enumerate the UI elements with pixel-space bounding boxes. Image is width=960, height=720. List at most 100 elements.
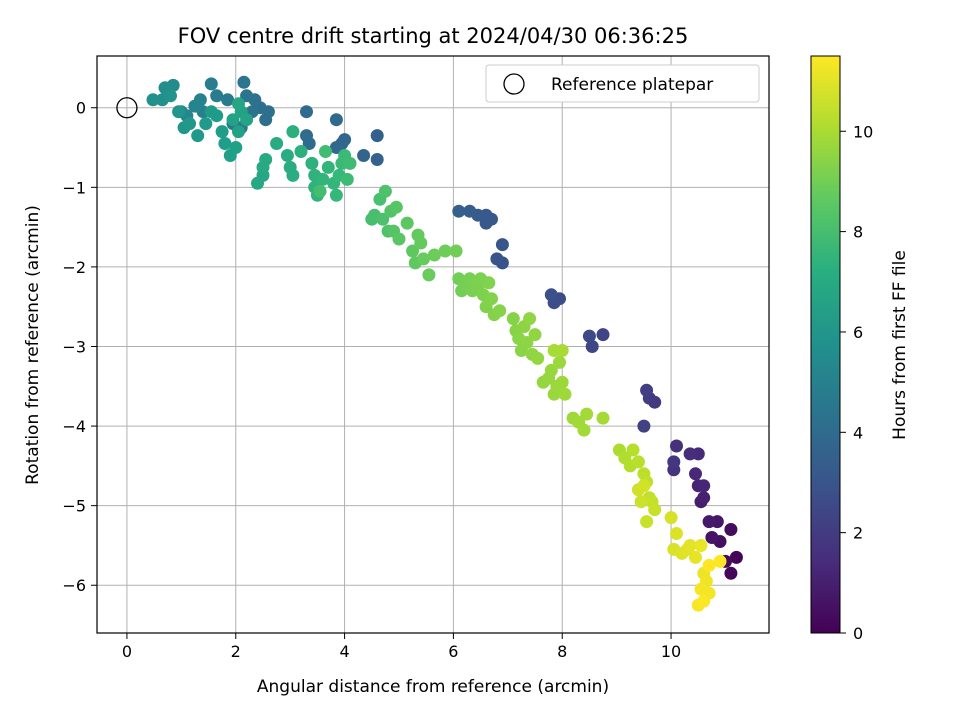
data-point [417, 252, 430, 266]
data-point [544, 288, 558, 302]
data-point [321, 160, 335, 174]
data-point [414, 236, 428, 250]
data-point [392, 232, 406, 246]
x-tick-label: 6 [448, 642, 458, 661]
x-tick-label: 0 [122, 642, 132, 661]
data-point [667, 455, 681, 469]
data-point [280, 149, 294, 162]
data-point [528, 328, 542, 342]
data-point [188, 99, 202, 113]
data-point [370, 129, 384, 143]
data-point [452, 204, 466, 218]
data-point [319, 145, 332, 158]
colorbar-label: Hours from first FF file [890, 250, 910, 440]
data-point [694, 539, 708, 552]
data-point [713, 554, 727, 568]
data-point [580, 407, 594, 421]
x-tick-label: 4 [339, 642, 349, 661]
data-point [531, 351, 545, 365]
data-point [164, 89, 177, 103]
data-point [724, 523, 738, 536]
data-point [490, 252, 504, 266]
data-point [697, 594, 711, 608]
data-point [370, 153, 384, 166]
y-tick-label: −6 [62, 576, 86, 595]
data-point [232, 125, 245, 139]
data-point [329, 141, 343, 154]
data-point [286, 125, 300, 139]
data-point [631, 455, 645, 469]
data-point [210, 89, 224, 103]
data-point [697, 479, 711, 493]
data-point [313, 184, 327, 198]
data-point [523, 312, 537, 326]
y-axis-ticks: 0 −1 −2 −3 −4 −5 −6 [62, 99, 97, 595]
y-tick-label: −4 [62, 417, 86, 436]
colorbar-tick-label: 4 [853, 423, 863, 442]
data-point [406, 244, 420, 258]
data-point [389, 200, 403, 214]
data-point [596, 411, 610, 425]
data-point [183, 117, 196, 131]
data-point [400, 216, 414, 230]
x-tick-label: 2 [231, 642, 241, 661]
data-point [495, 238, 509, 252]
data-point [449, 244, 463, 258]
data-point [724, 566, 738, 580]
legend-box [485, 64, 760, 103]
data-points [146, 75, 743, 612]
data-point [270, 137, 284, 150]
data-point [251, 176, 264, 190]
data-point [506, 312, 520, 326]
data-point [520, 336, 534, 349]
x-axis-label: Angular distance from reference (arcmin) [257, 677, 609, 697]
data-point [218, 137, 232, 150]
data-point [237, 75, 251, 89]
data-point [582, 329, 596, 343]
data-point [634, 495, 648, 509]
reference-platepar-marker [116, 97, 138, 119]
data-point [232, 97, 245, 111]
data-point [422, 268, 436, 282]
colorbar-tick-label: 8 [853, 223, 863, 242]
data-point [300, 129, 313, 143]
data-point [585, 340, 599, 353]
data-point [215, 125, 229, 139]
data-point [544, 363, 558, 377]
legend: Reference platepar [485, 64, 760, 103]
data-point [340, 172, 354, 186]
data-point [357, 149, 371, 162]
data-point [427, 248, 441, 262]
data-point [226, 113, 240, 127]
data-point [240, 89, 254, 103]
colorbar-tick-label: 10 [853, 122, 873, 141]
colorbar-tick-label: 6 [853, 323, 863, 342]
data-point [640, 515, 654, 529]
data-point [210, 109, 224, 123]
data-point [204, 77, 218, 91]
data-point [705, 531, 719, 544]
data-point [637, 479, 651, 493]
data-point [191, 129, 205, 143]
data-point [648, 503, 662, 517]
legend-label: Reference platepar [551, 75, 713, 95]
data-point [637, 419, 651, 433]
data-point [485, 292, 498, 306]
data-point [493, 304, 507, 318]
data-point [229, 141, 243, 154]
chart-title: FOV centre drift starting at 2024/04/30 … [178, 24, 689, 48]
data-point [553, 355, 566, 369]
data-point [316, 172, 330, 186]
colorbar-tick-label: 0 [853, 624, 863, 643]
colorbar-gradient [810, 55, 841, 634]
data-point [694, 582, 708, 596]
data-point [697, 491, 711, 505]
x-tick-label: 10 [661, 642, 681, 661]
data-point [689, 467, 702, 481]
x-axis-ticks: 0 2 4 6 8 10 [122, 633, 681, 661]
data-point [640, 383, 654, 397]
data-point [376, 212, 390, 226]
data-point [596, 328, 610, 342]
data-point [438, 244, 452, 258]
